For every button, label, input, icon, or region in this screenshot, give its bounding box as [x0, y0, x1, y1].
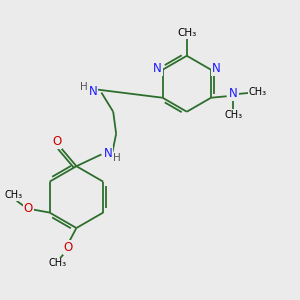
Text: O: O	[64, 241, 73, 254]
Text: CH₃: CH₃	[48, 258, 66, 268]
Text: H: H	[80, 82, 88, 92]
Text: N: N	[103, 147, 112, 160]
Text: N: N	[153, 62, 162, 75]
Text: H: H	[113, 153, 121, 163]
Text: N: N	[212, 62, 221, 75]
Text: O: O	[52, 135, 61, 148]
Text: CH₃: CH₃	[4, 190, 23, 200]
Text: CH₃: CH₃	[248, 87, 267, 97]
Text: N: N	[89, 85, 98, 98]
Text: CH₃: CH₃	[224, 110, 242, 119]
Text: CH₃: CH₃	[177, 28, 196, 38]
Text: N: N	[229, 87, 238, 101]
Text: O: O	[24, 202, 33, 215]
